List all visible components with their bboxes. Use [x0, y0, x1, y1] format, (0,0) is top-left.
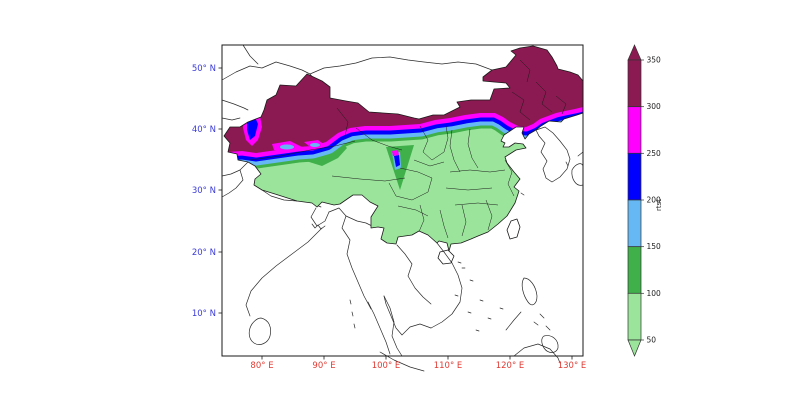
- pocket-sky-tarim-2: [310, 143, 320, 147]
- south-china-sea-islets: [454, 261, 504, 332]
- coast-india-east: [245, 227, 323, 317]
- border-kashmir-south: [221, 169, 244, 198]
- coast-malay-east: [383, 295, 403, 357]
- border-kazakh-kyrgyz: [221, 99, 249, 111]
- coast-malay-west: [367, 301, 391, 355]
- lon-tick-label: 110° E: [434, 361, 463, 371]
- border-laos-thailand: [396, 244, 432, 305]
- islands-visayas: [533, 313, 551, 331]
- lat-tick-label: 30° N: [192, 186, 216, 196]
- china-outline: [223, 45, 584, 252]
- province-boundary: [449, 169, 506, 173]
- core-blue-qinghai: [394, 155, 400, 167]
- province-boundary: [555, 95, 567, 115]
- province-boundary: [249, 140, 356, 161]
- coast-gulf-thailand: [383, 295, 432, 336]
- core-magenta-qinghai: [392, 150, 399, 156]
- island-kyushu-japan: [571, 163, 584, 186]
- province-boundary: [419, 125, 449, 161]
- coast-honshu-edge: [577, 151, 584, 157]
- coast-vietnam: [430, 242, 463, 329]
- island-srilanka: [248, 317, 271, 345]
- coastlines: [221, 44, 584, 372]
- lon-tick-label: 130° E: [558, 361, 587, 371]
- province-boundary: [413, 159, 445, 167]
- island-borneo: [513, 343, 561, 364]
- plot-frame: [221, 44, 584, 357]
- province-boundary: [485, 199, 493, 231]
- colorbar-tick-label: 200: [647, 196, 662, 205]
- latitude-axis: 50° N 40° N 30° N 20° N 10° N: [192, 64, 222, 319]
- province-boundary: [454, 202, 499, 206]
- pocket-sky-tarim-1: [280, 144, 294, 150]
- lat-tick-label: 40° N: [192, 125, 216, 135]
- lon-tick-label: 120° E: [496, 361, 525, 371]
- zhoushan-islet: [520, 192, 525, 196]
- island-hainan: [437, 249, 455, 265]
- lat-tick-label: 10° N: [192, 309, 216, 319]
- colorbar-seg-250-300: [627, 106, 642, 154]
- colorbar-upper-arrow: [627, 44, 642, 61]
- province-boundary: [535, 81, 553, 113]
- border-myanmar-west: [328, 207, 372, 310]
- border-russia-branch: [242, 44, 259, 65]
- border-kashmir: [221, 161, 249, 177]
- island-tsushima: [565, 161, 569, 167]
- lon-tick-label: 100° E: [372, 361, 401, 371]
- province-boundary: [388, 167, 433, 201]
- longitude-axis: 80° E 90° E 100° E 110° E 120° E 130° E: [250, 356, 586, 371]
- province-boundaries: [249, 59, 567, 239]
- colorbar-lower-arrow: [627, 339, 642, 357]
- province-boundary: [331, 175, 406, 182]
- lon-tick-label: 80° E: [250, 361, 273, 371]
- korea-peninsula: [535, 126, 571, 183]
- colorbar-seg-300-350: [627, 59, 642, 108]
- island-palawan: [505, 311, 522, 331]
- china-contour-fill: [224, 46, 583, 251]
- lon-tick-label: 90° E: [312, 361, 335, 371]
- colorbar-seg-200-250: [627, 152, 642, 201]
- colorbar-tick-label: 100: [647, 289, 662, 298]
- colorbar-tick-label: 300: [647, 102, 662, 111]
- island-mindanao: [541, 335, 559, 353]
- colorbar-tick-label: 250: [647, 149, 662, 158]
- island-luzon: [521, 277, 538, 306]
- province-boundary: [511, 91, 531, 121]
- border-bangladesh: [310, 207, 330, 227]
- colorbar-ticks: [641, 59, 644, 341]
- colorbar-seg-50-100: [627, 292, 642, 341]
- lat-tick-label: 20° N: [192, 248, 216, 258]
- province-boundary: [519, 59, 531, 83]
- colorbar-tick-label: 50: [647, 336, 657, 345]
- colorbar-tick-label: 150: [647, 242, 662, 251]
- lat-tick-label: 50° N: [192, 64, 216, 74]
- border-mongolia-north: [309, 56, 493, 75]
- border-nepal: [261, 189, 298, 202]
- province-boundary: [445, 187, 493, 191]
- province-boundary: [504, 159, 515, 197]
- andaman-islets: [349, 299, 356, 329]
- colorbar-seg-150-200: [627, 199, 642, 248]
- colorbar: 350 300 250 200 150 100 50 rtst: [627, 44, 663, 357]
- province-boundary: [439, 209, 449, 239]
- province-boundary: [355, 127, 403, 151]
- colorbar-title: rtst: [655, 199, 663, 211]
- province-boundary: [336, 107, 349, 137]
- colorbar-seg-100-150: [627, 246, 642, 294]
- border-myanmar-inner: [345, 215, 373, 227]
- province-boundary: [397, 205, 429, 217]
- coast-ganges-delta: [311, 223, 326, 230]
- border-kyrgyz-tajik: [221, 117, 241, 121]
- province-boundary: [461, 204, 467, 237]
- province-boundary: [467, 128, 479, 169]
- border-russia-kazakhstan: [221, 61, 311, 81]
- province-boundary: [417, 204, 425, 235]
- province-boundary: [449, 129, 461, 173]
- colorbar-tick-label: 350: [647, 56, 662, 65]
- island-taiwan: [506, 218, 521, 240]
